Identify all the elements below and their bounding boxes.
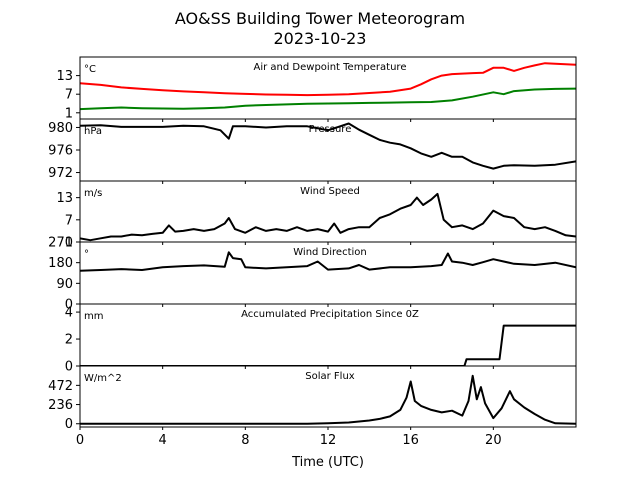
- wind_dir-ytick-label: 180: [48, 256, 73, 271]
- wind_dir-ytick-label: 0: [65, 298, 73, 313]
- temp-ytick-label: 7: [65, 88, 73, 103]
- pressure-ytick-label: 980: [48, 121, 73, 136]
- wind_dir-ytick-label: 90: [56, 277, 73, 292]
- temp-panel-title: Air and Dewpoint Temperature: [254, 62, 407, 73]
- precip-ytick-label: 2: [65, 333, 73, 348]
- wind_speed-ytick-label: 13: [56, 191, 73, 206]
- wind_speed-unit-label: m/s: [84, 188, 102, 199]
- wind_dir-unit-label: °: [84, 249, 89, 260]
- xtick-label: 0: [76, 433, 84, 448]
- solar-series-0-line: [80, 374, 576, 425]
- pressure-ytick-label: 972: [48, 166, 73, 181]
- xtick-label: 4: [159, 433, 167, 448]
- wind_dir-panel-title: Wind Direction: [293, 247, 367, 258]
- solar-unit-label: W/m^2: [84, 373, 122, 384]
- panel-pressure: 972 976 980 Pressure hPa: [48, 118, 577, 184]
- solar-panel-title: Solar Flux: [305, 371, 355, 382]
- panel-precip: 0 2 4 Accumulated Precipitation Since 0Z mm: [65, 303, 577, 375]
- wind_speed-panel-title: Wind Speed: [300, 186, 360, 197]
- solar-ytick-label: 236: [48, 398, 73, 413]
- solar-ytick-label: 472: [48, 379, 73, 394]
- panel-temp: 1 7 13 Air and Dewpoint Temperature °C: [56, 56, 577, 122]
- temp-series-0-line: [80, 62, 576, 97]
- chart-title: AO&SS Building Tower Meteorogram: [175, 9, 465, 28]
- pressure-unit-label: hPa: [84, 126, 102, 137]
- wind_dir-ytick-label: 270: [48, 236, 73, 251]
- panel-wind_speed: 1 7 13 Wind Speed m/s: [56, 180, 577, 251]
- xtick-label: 8: [241, 433, 249, 448]
- panels: 1 7 13 Air and Dewpoint Temperature °C 972 976…: [48, 56, 577, 432]
- wind_dir-series-0-line: [80, 251, 576, 272]
- xtick-label: 16: [402, 433, 419, 448]
- temp-ytick-label: 13: [56, 69, 73, 84]
- temp-unit-label: °C: [84, 64, 96, 75]
- wind_speed-ytick-label: 7: [65, 213, 73, 228]
- pressure-ytick-label: 976: [48, 144, 73, 159]
- precip-ytick-label: 0: [65, 360, 73, 375]
- xtick-label: 12: [320, 433, 337, 448]
- precip-series-0-line: [80, 324, 576, 366]
- panel-wind_dir: 0 90 180 270 Wind Direction °: [48, 236, 577, 313]
- pressure-panel-title: Pressure: [309, 124, 352, 135]
- wind_speed-ytick-label: 1: [65, 236, 73, 251]
- pressure-series-0-line: [80, 122, 576, 170]
- solar-ytick-label: 0: [65, 417, 73, 432]
- temp-series-1-line: [80, 87, 576, 111]
- x-axis-label: Time (UTC): [291, 455, 364, 470]
- panel-solar: 0 236 472 Solar Flux W/m^2: [48, 365, 577, 432]
- xtick-label: 20: [485, 433, 502, 448]
- chart-subtitle: 2023-10-23: [274, 29, 367, 48]
- precip-ytick-label: 4: [65, 306, 73, 321]
- precip-unit-label: mm: [84, 311, 103, 322]
- x-axis: 0 4 8 12 16 20: [76, 433, 502, 448]
- wind_speed-series-0-line: [80, 192, 576, 242]
- precip-panel-title: Accumulated Precipitation Since 0Z: [241, 309, 419, 320]
- temp-ytick-label: 1: [65, 106, 73, 121]
